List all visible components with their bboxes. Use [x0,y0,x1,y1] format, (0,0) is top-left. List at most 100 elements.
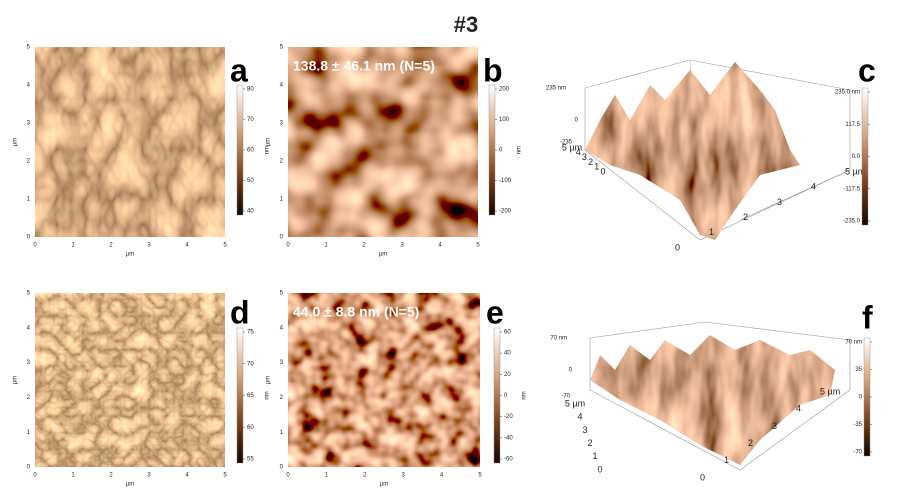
colorbar-tick-label: 75 [247,330,254,336]
x-tick-label: 0 [286,243,290,249]
x-axis-unit: µm [126,252,134,258]
colorbar-tick-label: 65 [247,393,254,399]
y-tick-label: 3 [280,121,284,127]
y-tick-label: 4 [27,83,31,89]
y-tick-label: 0 [280,465,284,471]
surface-3d [580,55,850,245]
x-tick-label: 5 [476,243,480,249]
colorbar-tick-label: 80 [247,87,254,93]
x-tick-label: 3 [147,243,151,249]
x-tick-label: 4 [576,147,581,157]
y-tick-label: 1 [280,197,284,203]
x-tick-label: 2 [362,243,366,249]
colorbar-tick-label: 70 [247,361,254,367]
x-tick-label: 1 [325,473,329,479]
colorbar-tick-label: -200 [499,209,512,215]
annotation: 138.8 ± 46.1 nm (N=5) [293,58,435,74]
surface-3d [585,322,850,470]
y-tick-label: 5 [280,291,284,297]
x-tick-label: 0 [597,464,602,474]
colorbar-tick-label: 0 [499,148,503,154]
colorbar [494,328,500,463]
x-axis-unit: µm [379,252,387,258]
x-tick-label: 1 [594,162,599,172]
x-tick-label: 3 [147,473,151,479]
x-tick-label: 5 [223,243,227,249]
z-axis-label: 0 [575,118,579,124]
colorbar [864,338,870,456]
y-tick-label: 0 [675,242,680,252]
figure: #3 012345012345µmµmnm8070605040a01234501… [0,0,901,501]
x-axis-unit: µm [380,482,388,488]
colorbar-tick-label: 70 nm [845,340,862,346]
colorbar-tick-label: 100 [499,117,510,123]
colorbar-tick-label: 235.0 nm [835,90,860,96]
colorbar-tick-label: 70 [247,117,254,123]
colorbar-unit: nm [517,146,523,154]
x-tick-label: 4 [185,243,189,249]
x-tick-label: 3 [400,243,404,249]
x-tick-label: 5 [478,473,482,479]
colorbar-unit: nm [265,391,271,399]
y-tick-label: 5 [27,45,31,51]
colorbar-tick-label: 40 [247,209,254,215]
y-tick-label: 1 [724,455,729,465]
colorbar-tick-label: -20 [504,414,513,420]
y-tick-label: 2 [743,212,748,222]
y-tick-label: 5 [27,291,31,297]
x-tick-label: 4 [577,412,582,422]
x-tick-label: 1 [592,451,597,461]
afm-image [35,293,225,467]
y-tick-label: 0 [27,235,31,241]
y-tick-label: 2 [280,159,284,165]
x-tick-label: 3 [582,425,587,435]
colorbar-tick-label: 0 [859,395,863,401]
y-tick-label: 4 [27,325,31,331]
colorbar-tick-label: 20 [504,372,511,378]
x-tick-label: 4 [438,243,442,249]
colorbar [862,88,868,225]
colorbar-unit: nm [522,391,528,399]
colorbar-tick-label: 0.0 [852,154,861,160]
figure-title: #3 [454,12,478,37]
x-tick-label: 5 [223,473,227,479]
x-tick-label: 0 [600,166,605,176]
panel-letter: e [486,294,504,330]
x-tick-label: 2 [109,473,113,479]
x-tick-label: 2 [587,438,592,448]
x-tick-label: 0 [33,243,37,249]
colorbar-tick-label: 55 [247,457,254,463]
panel-letter: f [862,299,873,335]
z-axis-label: 0 [569,368,573,374]
x-tick-label: 0 [33,473,37,479]
x-tick-label: 2 [363,473,367,479]
y-tick-label: 3 [772,421,777,431]
y-tick-label: 4 [811,182,816,192]
y-tick-label: 3 [280,360,284,366]
colorbar-tick-label: -60 [504,457,513,463]
y-tick-label: 3 [777,197,782,207]
y-tick-label: 3 [27,121,31,127]
y-tick-label: 1 [27,430,31,436]
y-tick-label: 2 [748,438,753,448]
x-tick-label: 0 [286,473,290,479]
colorbar-tick-label: -117.5 [843,186,860,192]
y-tick-label: 5 [280,45,284,51]
x-tick-label: 4 [185,473,189,479]
z-axis-label: 235 nm [546,86,566,92]
y-tick-label: 1 [280,430,284,436]
y-tick-label: 0 [27,465,31,471]
colorbar [489,85,495,215]
x-axis-unit: µm [126,482,134,488]
y-axis-unit: µm [13,138,19,146]
y-tick-label: 2 [280,395,284,401]
colorbar-tick-label: 60 [247,148,254,154]
colorbar-tick-label: -40 [504,435,513,441]
y-tick-label: 2 [27,159,31,165]
annotation: 44.0 ± 8.8 nm (N=5) [293,304,419,320]
afm-image [288,47,478,237]
colorbar-tick-label: 60 [247,425,254,431]
colorbar-tick-label: 50 [247,178,254,184]
colorbar-tick-label: 60 [504,330,511,336]
colorbar [237,328,243,463]
